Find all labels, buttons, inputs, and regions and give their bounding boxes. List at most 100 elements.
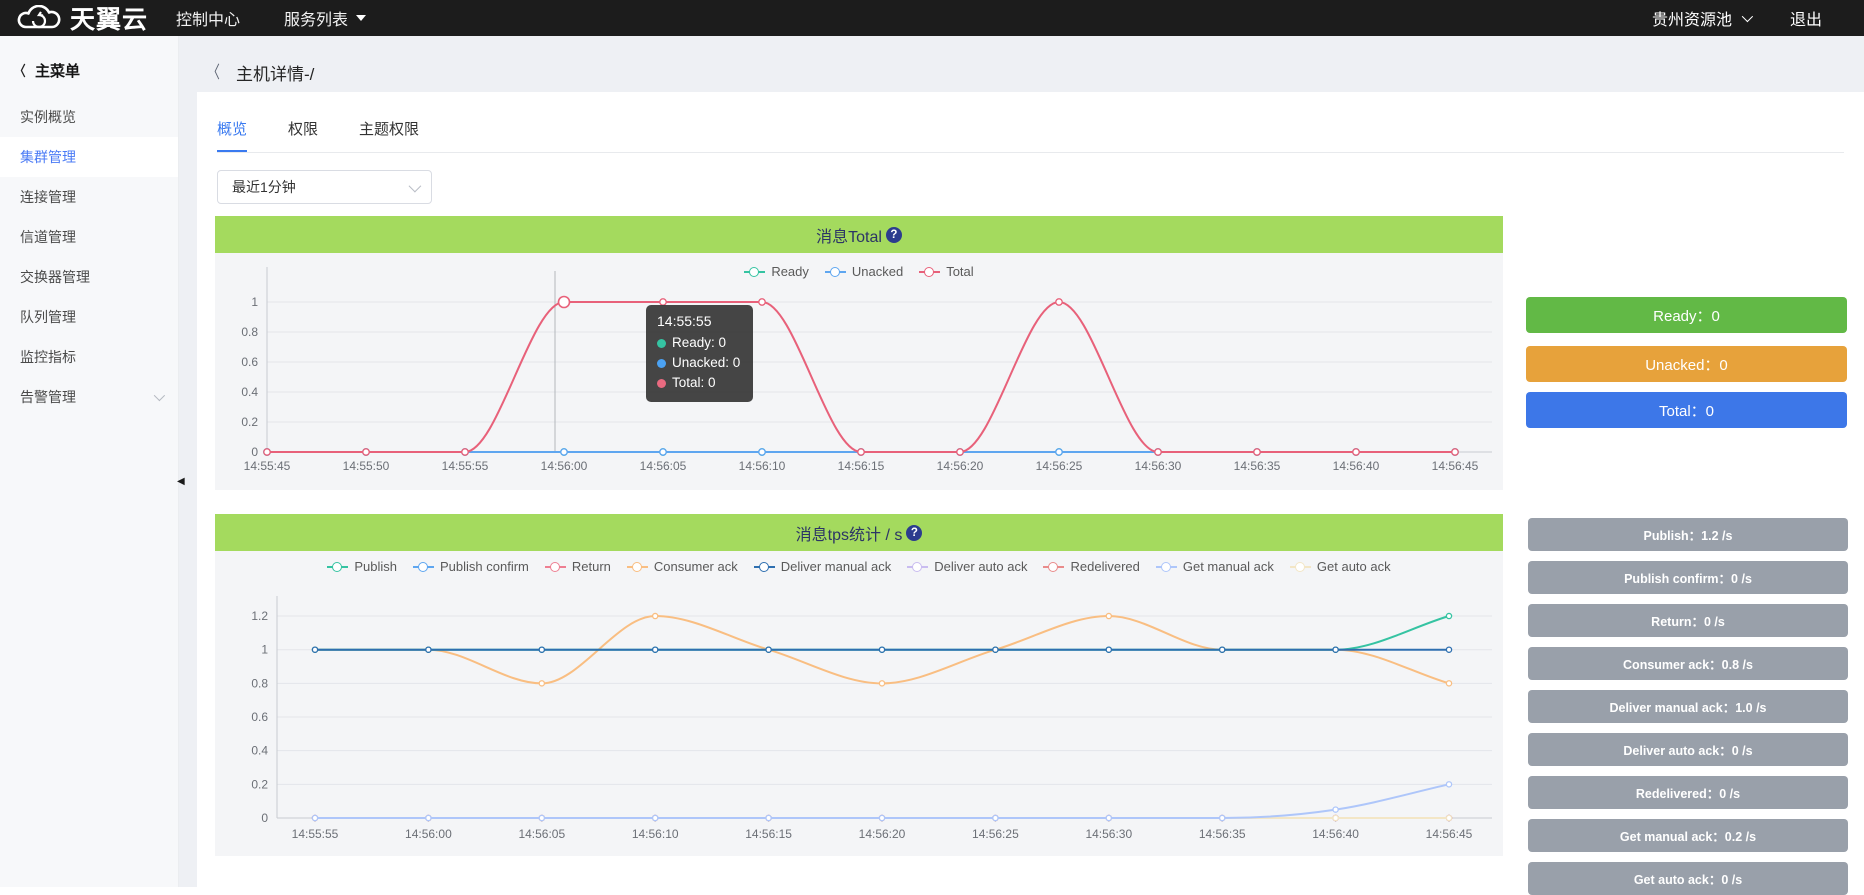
svg-text:14:56:10: 14:56:10 xyxy=(739,459,786,473)
legend-label: Redelivered xyxy=(1070,559,1140,574)
tooltip-row: Unacked: 0 xyxy=(657,353,740,373)
time-range-select[interactable]: 最近1分钟 xyxy=(217,170,432,204)
tps-badge: Deliver manual ack：1.0 /s xyxy=(1528,690,1848,723)
legend-marker-icon xyxy=(744,266,766,277)
legend-label: Publish xyxy=(354,559,397,574)
legend-item-get-auto-ack[interactable]: Get auto ack xyxy=(1289,559,1391,574)
svg-text:0: 0 xyxy=(251,445,258,459)
summary-button[interactable]: Ready：0 xyxy=(1526,297,1847,333)
sidebar-item[interactable]: 连接管理 xyxy=(0,177,178,217)
legend-marker-icon xyxy=(907,561,929,572)
svg-text:14:56:25: 14:56:25 xyxy=(1036,459,1083,473)
page-title: 主机详情-/ xyxy=(236,65,315,84)
tps-badge: Redelivered：0 /s xyxy=(1528,776,1848,809)
legend-item-deliver-auto-ack[interactable]: Deliver auto ack xyxy=(907,559,1027,574)
sidebar-item-label: 交换器管理 xyxy=(20,269,90,285)
tooltip-row-label: Total: 0 xyxy=(672,375,716,390)
legend-label: Get auto ack xyxy=(1316,559,1391,574)
sidebar-item[interactable]: 集群管理 xyxy=(0,137,178,177)
help-icon[interactable]: ? xyxy=(906,524,923,541)
tab-概览[interactable]: 概览 xyxy=(217,118,248,152)
nav-services[interactable]: 服务列表 xyxy=(284,6,367,30)
tab-主题权限[interactable]: 主题权限 xyxy=(359,121,420,138)
legend-label: Ready xyxy=(771,264,809,279)
messages-total-title: 消息Total xyxy=(816,228,882,246)
sidebar-item-label: 队列管理 xyxy=(20,309,76,325)
nav-console[interactable]: 控制中心 xyxy=(176,12,241,29)
legend-item-publish-confirm[interactable]: Publish confirm xyxy=(413,559,529,574)
svg-text:14:56:40: 14:56:40 xyxy=(1333,459,1380,473)
messages-total-chart-area: Ready Unacked Total 0 0.2 0.4 0.6 0.8 1 14:55:45… xyxy=(215,253,1503,490)
summary-button[interactable]: Unacked：0 xyxy=(1526,346,1847,382)
sidebar-item-label: 实例概览 xyxy=(20,109,76,125)
tab-权限[interactable]: 权限 xyxy=(288,121,319,138)
topbar: 天翼云 控制中心 服务列表 贵州资源池 退出 xyxy=(0,0,1864,36)
sidebar-item[interactable]: 告警管理 xyxy=(0,377,178,417)
legend-circle-icon xyxy=(758,561,769,572)
legend-item-publish[interactable]: Publish xyxy=(327,559,397,574)
sidebar-item[interactable]: 交换器管理 xyxy=(0,257,178,297)
tps-badge: Consumer ack：0.8 /s xyxy=(1528,647,1848,680)
chevron-down-icon xyxy=(408,179,422,192)
svg-text:0.4: 0.4 xyxy=(241,385,258,399)
caret-down-icon xyxy=(356,15,367,21)
cloud-logo-icon xyxy=(17,4,61,28)
messages-tps-chart-area: Publish Publish confirm Return Consumer ack… xyxy=(215,551,1503,856)
messages-tps-card: 消息tps统计 / s ? Publish Publish confirm Retu… xyxy=(215,514,1503,856)
messages-tps-chart: 0 0.2 0.4 0.6 0.8 1 1.2 14:55:55 14:56:00 14:56:0… xyxy=(251,596,1492,841)
legend-item-total[interactable]: Total xyxy=(919,264,974,279)
legend-circle-icon xyxy=(912,561,923,572)
chevron-down-icon xyxy=(1741,10,1754,23)
messages-tps-title: 消息tps统计 / s xyxy=(795,526,903,544)
sidebar-item[interactable]: 监控指标 xyxy=(0,337,178,377)
tps-badge: Publish confirm：0 /s xyxy=(1528,561,1848,594)
logout-button[interactable]: 退出 xyxy=(1789,12,1822,29)
sidebar-item[interactable]: 实例概览 xyxy=(0,97,178,137)
svg-text:14:56:00: 14:56:00 xyxy=(405,827,452,841)
sidebar-title[interactable]: 〈 主菜单 xyxy=(0,36,178,81)
tps-badge: Publish：1.2 /s xyxy=(1528,518,1848,551)
tooltip-time: 14:55:55 xyxy=(657,313,712,329)
series-dot-icon xyxy=(657,358,666,368)
svg-text:14:56:35: 14:56:35 xyxy=(1199,827,1246,841)
messages-total-legend: Ready Unacked Total xyxy=(215,264,1503,279)
breadcrumb-back-icon[interactable]: 〈 xyxy=(207,62,220,82)
legend-item-redelivered[interactable]: Redelivered xyxy=(1043,559,1140,574)
summary-button[interactable]: Total：0 xyxy=(1526,392,1847,428)
messages-total-header: 消息Total ? xyxy=(215,216,1503,253)
legend-item-return[interactable]: Return xyxy=(544,559,611,574)
svg-text:14:56:05: 14:56:05 xyxy=(640,459,687,473)
time-range-value: 最近1分钟 xyxy=(232,179,296,195)
legend-item-deliver-manual-ack[interactable]: Deliver manual ack xyxy=(753,559,891,574)
tab-bar: 概览 权限 主题权限 xyxy=(217,118,1844,153)
legend-item-ready[interactable]: Ready xyxy=(744,264,809,279)
sidebar-item-label: 监控指标 xyxy=(20,349,76,365)
legend-marker-icon xyxy=(413,561,434,572)
legend-marker-icon xyxy=(919,266,941,277)
legend-item-unacked[interactable]: Unacked xyxy=(824,264,903,279)
tooltip-row-label: Unacked: 0 xyxy=(672,355,741,370)
legend-circle-icon xyxy=(749,266,760,277)
legend-marker-icon xyxy=(824,266,846,277)
region-selector[interactable]: 贵州资源池 xyxy=(1652,6,1754,30)
legend-circle-icon xyxy=(829,266,840,277)
legend-label: Consumer ack xyxy=(653,559,738,574)
legend-circle-icon xyxy=(924,266,935,277)
svg-text:14:55:55: 14:55:55 xyxy=(442,459,489,473)
svg-text:0.2: 0.2 xyxy=(241,415,258,429)
legend-marker-icon xyxy=(327,561,349,572)
sidebar-item[interactable]: 信道管理 xyxy=(0,217,178,257)
sidebar-title-label: 主菜单 xyxy=(35,63,81,80)
legend-item-consumer-ack[interactable]: Consumer ack xyxy=(626,559,738,574)
tooltip-row: Ready: 0 xyxy=(657,333,740,353)
legend-circle-icon xyxy=(332,561,343,572)
legend-marker-icon xyxy=(1043,561,1065,572)
legend-label: Return xyxy=(571,559,611,574)
legend-marker-icon xyxy=(1289,561,1311,572)
svg-text:0.2: 0.2 xyxy=(251,777,268,791)
svg-text:14:55:50: 14:55:50 xyxy=(343,459,390,473)
sidebar-item[interactable]: 队列管理 xyxy=(0,297,178,337)
legend-item-get-manual-ack[interactable]: Get manual ack xyxy=(1155,559,1274,574)
help-icon[interactable]: ? xyxy=(885,226,902,243)
sidebar-collapse-handle[interactable]: ◀ xyxy=(177,475,185,487)
